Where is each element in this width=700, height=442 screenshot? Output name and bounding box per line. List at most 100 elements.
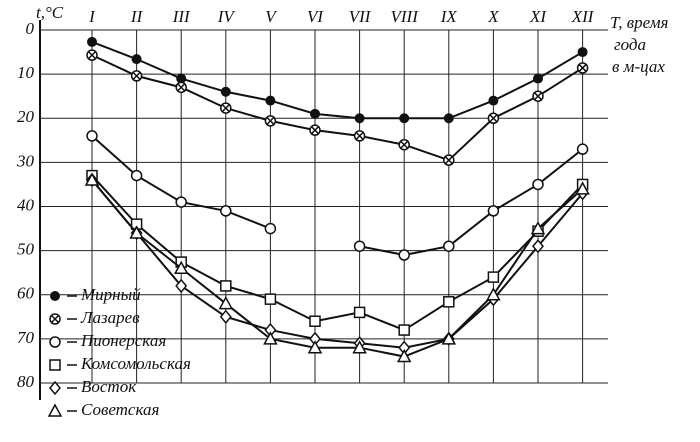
x-tick-label: VI: [307, 7, 324, 26]
marker: [353, 130, 366, 142]
marker-shape: [443, 240, 455, 252]
marker: [486, 287, 501, 301]
legend-label: Лазарев: [80, 308, 140, 327]
marker: [50, 291, 60, 301]
marker-shape: [87, 50, 97, 60]
series-line: [91, 54, 584, 162]
series-line: [91, 179, 584, 358]
marker-shape: [50, 291, 60, 301]
marker-shape: [399, 140, 409, 150]
marker-shape: [47, 403, 63, 417]
marker: [353, 306, 366, 319]
marker-shape: [398, 324, 410, 336]
marker: [49, 313, 61, 325]
marker: [130, 70, 143, 82]
marker-shape: [443, 113, 454, 124]
marker: [265, 95, 276, 106]
marker: [219, 309, 232, 324]
marker-shape: [221, 103, 231, 113]
marker-shape: [578, 63, 588, 73]
marker-shape: [132, 71, 142, 81]
x-tick-label: IV: [217, 7, 237, 26]
marker-shape: [49, 359, 61, 371]
marker: [218, 296, 234, 310]
marker-shape: [49, 336, 61, 348]
marker: [309, 124, 321, 136]
y-axis-label: t,°C: [36, 3, 64, 22]
x-tick-label: V: [265, 7, 278, 26]
marker: [173, 260, 189, 275]
marker: [176, 73, 187, 84]
marker-shape: [533, 91, 543, 101]
marker: [264, 293, 277, 305]
marker: [532, 90, 544, 102]
marker: [84, 172, 100, 186]
marker: [220, 280, 232, 292]
marker-shape: [530, 220, 546, 235]
x-axis-label: в м-цах: [612, 57, 665, 76]
marker-shape: [264, 293, 277, 305]
x-axis-label: T, время: [610, 13, 669, 32]
marker: [131, 54, 142, 65]
marker-shape: [84, 172, 100, 186]
marker-shape: [310, 125, 320, 135]
marker-shape: [575, 181, 590, 195]
marker-shape: [265, 95, 276, 106]
marker: [576, 143, 589, 155]
marker: [47, 403, 63, 417]
marker: [307, 340, 323, 354]
marker-shape: [220, 205, 232, 217]
marker: [310, 108, 320, 119]
marker: [532, 178, 544, 191]
marker: [352, 340, 367, 354]
marker: [443, 154, 455, 166]
marker: [398, 249, 410, 261]
marker: [175, 81, 187, 94]
marker-shape: [399, 113, 410, 124]
marker: [443, 113, 454, 124]
marker-shape: [576, 143, 589, 155]
y-tick-label: 60: [17, 284, 35, 303]
marker-shape: [263, 331, 278, 345]
marker: [487, 205, 500, 217]
marker-shape: [220, 86, 231, 97]
y-tick-label: 0: [26, 19, 35, 38]
marker: [530, 220, 546, 235]
marker: [576, 62, 589, 74]
marker-shape: [173, 260, 189, 275]
marker: [533, 73, 543, 84]
marker-shape: [488, 95, 499, 106]
marker-shape: [131, 54, 142, 65]
marker: [398, 324, 410, 336]
legend-label: Мирный: [80, 285, 141, 304]
y-tick-label: 50: [17, 240, 35, 259]
marker: [87, 36, 97, 47]
marker-shape: [175, 196, 187, 208]
marker-shape: [577, 47, 588, 58]
marker-shape: [532, 178, 544, 191]
marker: [263, 331, 278, 345]
marker: [86, 130, 98, 142]
marker: [49, 336, 61, 348]
marker-shape: [396, 348, 412, 363]
marker-shape: [354, 113, 365, 124]
marker-shape: [487, 271, 500, 283]
marker-shape: [444, 155, 454, 165]
legend-label: Советская: [81, 400, 160, 419]
legend-label: Комсомольская: [80, 354, 191, 373]
marker: [396, 348, 412, 363]
marker-shape: [176, 73, 187, 84]
x-axis-label: года: [614, 35, 646, 54]
x-tick-label: II: [130, 7, 144, 26]
marker-shape: [533, 73, 543, 84]
series-line: [91, 179, 584, 349]
marker: [487, 112, 500, 124]
marker: [399, 113, 410, 124]
x-tick-label: I: [88, 7, 96, 26]
y-tick-label: 70: [17, 328, 35, 347]
x-tick-label: VIII: [391, 7, 420, 26]
marker-shape: [355, 131, 365, 141]
marker: [398, 138, 410, 151]
marker: [532, 239, 544, 254]
marker: [443, 296, 455, 308]
